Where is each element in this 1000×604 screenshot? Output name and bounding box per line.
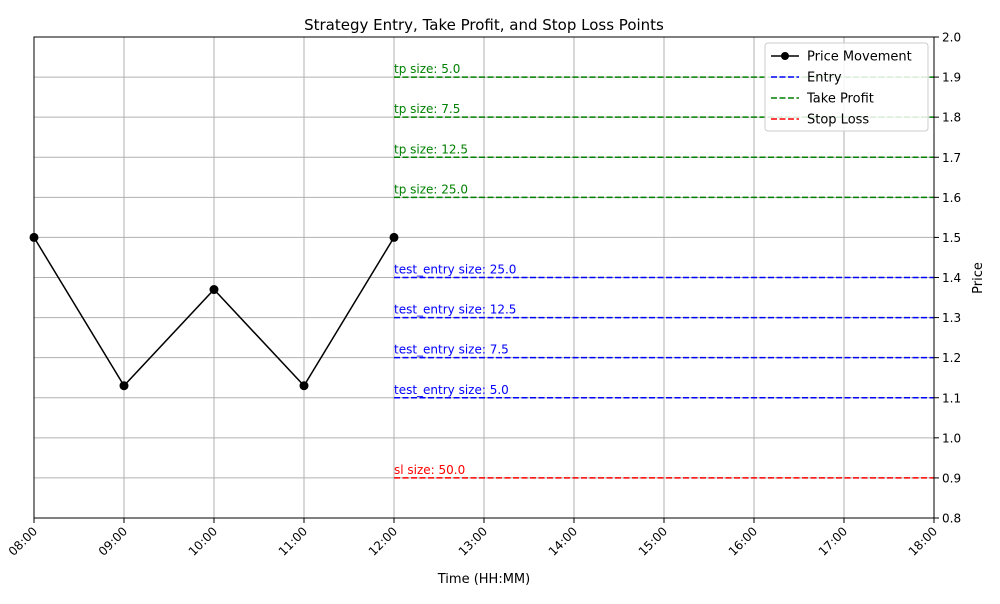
legend-entry-label: Entry — [807, 71, 842, 86]
y-tick-label: 0.9 — [942, 471, 961, 485]
legend-entry-label: Take Profit — [806, 92, 874, 107]
x-tick-label: 13:00 — [456, 524, 490, 558]
level-label-take-profit: tp size: 12.5 — [394, 142, 468, 156]
level-label-entry: test_entry size: 25.0 — [394, 263, 516, 277]
x-tick-label: 09:00 — [96, 524, 130, 558]
y-axis-label: Price — [971, 262, 986, 294]
y-tick-label: 1.8 — [942, 111, 961, 125]
x-axis-ticks: 08:00 09:00 10:00 11:00 12:00 13:00 14:00 15:00… — [6, 518, 940, 559]
x-axis-label: Time (HH:MM) — [437, 572, 530, 587]
y-tick-label: 1.6 — [942, 191, 961, 205]
legend-box — [764, 42, 929, 132]
legend: Price Movement Entry Take Profit Stop Loss — [764, 42, 929, 132]
level-label-take-profit: tp size: 5.0 — [394, 62, 460, 76]
data-point — [389, 232, 399, 242]
y-tick-label: 1.9 — [942, 71, 961, 85]
y-tick-label: 1.7 — [942, 151, 961, 165]
price-series — [29, 232, 399, 391]
chart-title: Strategy Entry, Take Profit, and Stop Lo… — [304, 16, 664, 34]
y-tick-label: 2.0 — [942, 31, 961, 45]
level-label-entry: test_entry size: 12.5 — [394, 303, 516, 317]
y-tick-label: 0.8 — [942, 512, 961, 526]
level-label-stop-loss: sl size: 50.0 — [394, 463, 465, 477]
level-label-take-profit: tp size: 25.0 — [394, 182, 468, 196]
level-label-entry: test_entry size: 5.0 — [394, 383, 509, 397]
data-point — [299, 381, 309, 391]
legend-marker — [781, 52, 789, 60]
x-tick-label: 17:00 — [816, 524, 850, 558]
x-tick-label: 16:00 — [726, 524, 760, 558]
x-tick-label: 08:00 — [6, 524, 40, 558]
y-tick-label: 1.4 — [942, 271, 961, 285]
y-axis-ticks: 0.8 0.9 1.0 1.1 1.2 1.3 1.4 1.5 1.6 1.7 1.8 1.9 2.0 — [934, 31, 961, 526]
level-label-entry: test_entry size: 7.5 — [394, 343, 509, 357]
y-tick-label: 1.0 — [942, 431, 961, 445]
level-lines: tp size: 5.0 tp size: 7.5 tp size: 12.5 tp … — [394, 62, 934, 479]
x-tick-label: 10:00 — [186, 524, 220, 558]
x-tick-label: 18:00 — [906, 524, 940, 558]
data-point — [209, 285, 219, 295]
y-tick-label: 1.5 — [942, 231, 961, 245]
y-tick-label: 1.3 — [942, 311, 961, 325]
legend-entry-label: Stop Loss — [807, 113, 869, 128]
level-label-take-profit: tp size: 7.5 — [394, 102, 460, 116]
x-tick-label: 14:00 — [546, 524, 580, 558]
x-tick-label: 11:00 — [276, 524, 310, 558]
y-tick-label: 1.2 — [942, 351, 961, 365]
legend-entry-label: Price Movement — [807, 50, 912, 65]
x-tick-label: 12:00 — [366, 524, 400, 558]
data-point — [119, 381, 129, 391]
y-tick-label: 1.1 — [942, 391, 961, 405]
x-tick-label: 15:00 — [636, 524, 670, 558]
